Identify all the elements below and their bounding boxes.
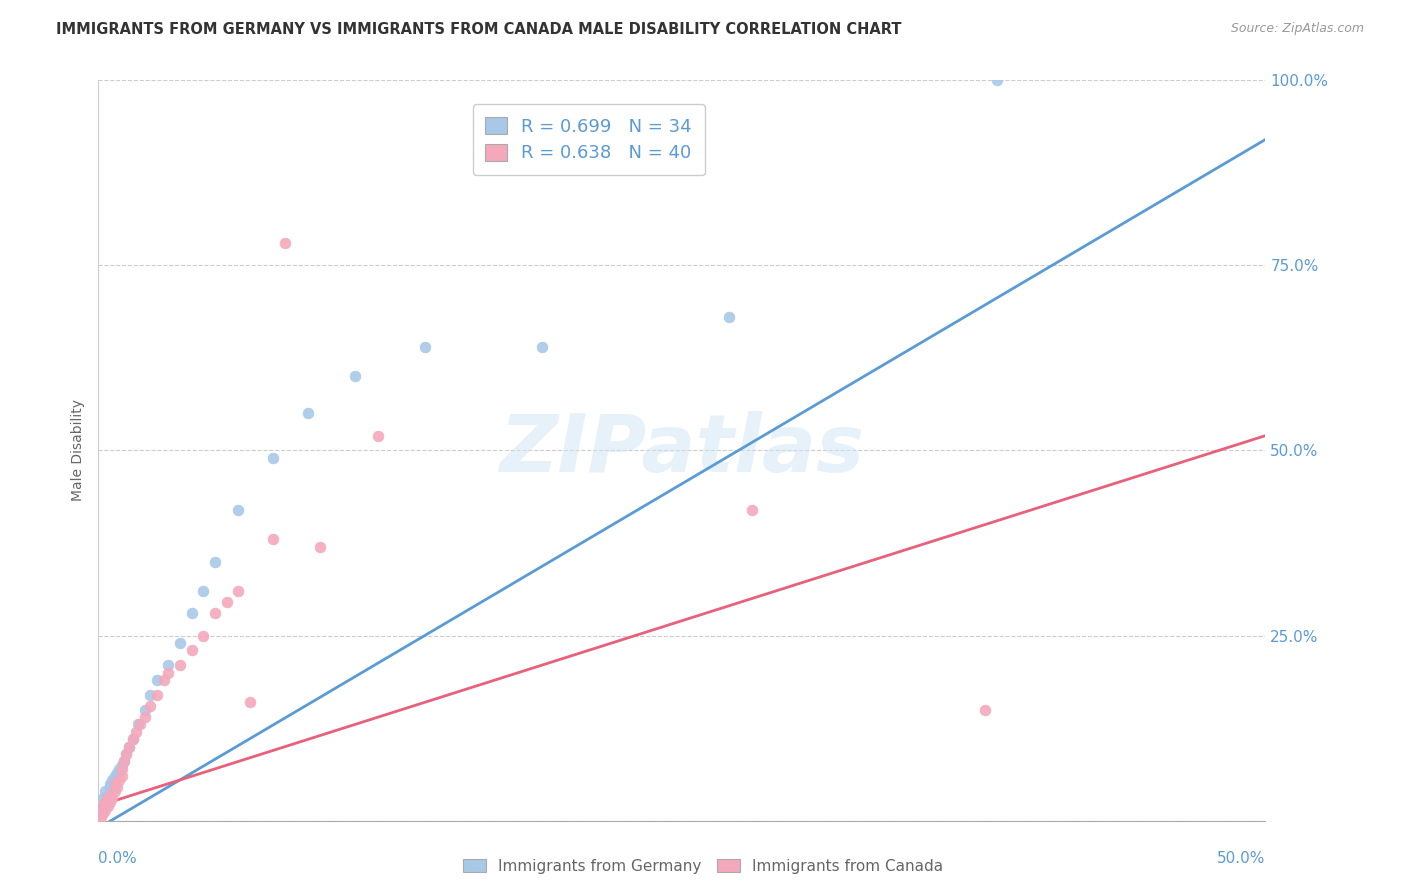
- Point: [125, 724, 148, 739]
- Point: [98, 795, 121, 809]
- Point: [169, 658, 191, 673]
- Point: [91, 798, 114, 813]
- Text: 50.0%: 50.0%: [1218, 851, 1265, 866]
- Point: [115, 747, 138, 761]
- Text: ZIPatlas: ZIPatlas: [499, 411, 865, 490]
- Point: [97, 788, 120, 802]
- Point: [91, 806, 114, 821]
- Point: [146, 673, 169, 687]
- Point: [169, 636, 191, 650]
- Point: [91, 791, 114, 805]
- Point: [98, 780, 121, 795]
- Point: [104, 776, 127, 791]
- Point: [180, 607, 202, 621]
- Point: [111, 758, 134, 772]
- Point: [215, 595, 238, 609]
- Point: [204, 555, 226, 569]
- Point: [193, 628, 215, 642]
- Point: [118, 739, 141, 754]
- Point: [127, 717, 149, 731]
- Legend: Immigrants from Germany, Immigrants from Canada: Immigrants from Germany, Immigrants from…: [457, 853, 949, 880]
- Point: [344, 369, 367, 384]
- Point: [94, 795, 117, 809]
- Point: [104, 784, 127, 798]
- Point: [204, 607, 226, 621]
- Point: [367, 428, 389, 442]
- Point: [97, 798, 120, 813]
- Y-axis label: Male Disability: Male Disability: [72, 400, 86, 501]
- Point: [112, 755, 135, 769]
- Point: [139, 688, 162, 702]
- Point: [297, 407, 319, 421]
- Point: [94, 784, 117, 798]
- Point: [122, 732, 145, 747]
- Point: [193, 584, 215, 599]
- Point: [239, 695, 262, 709]
- Point: [180, 643, 202, 657]
- Point: [94, 803, 117, 817]
- Point: [108, 772, 131, 787]
- Point: [111, 762, 134, 776]
- Point: [152, 673, 174, 687]
- Point: [262, 450, 284, 465]
- Point: [105, 765, 128, 780]
- Point: [118, 739, 141, 754]
- Point: [94, 795, 117, 809]
- Point: [111, 769, 134, 783]
- Point: [98, 788, 121, 802]
- Point: [717, 310, 740, 325]
- Point: [101, 772, 124, 787]
- Point: [90, 806, 112, 821]
- Point: [139, 698, 162, 713]
- Point: [97, 791, 120, 805]
- Point: [129, 717, 152, 731]
- Point: [90, 810, 112, 824]
- Text: Source: ZipAtlas.com: Source: ZipAtlas.com: [1230, 22, 1364, 36]
- Point: [974, 703, 997, 717]
- Point: [134, 703, 156, 717]
- Point: [986, 73, 1008, 87]
- Point: [274, 236, 297, 251]
- Point: [228, 502, 250, 516]
- Point: [228, 584, 250, 599]
- Point: [157, 665, 180, 680]
- Point: [122, 732, 145, 747]
- Point: [98, 776, 121, 791]
- Point: [115, 747, 138, 761]
- Point: [112, 755, 135, 769]
- Point: [146, 688, 169, 702]
- Point: [413, 340, 436, 354]
- Point: [530, 340, 553, 354]
- Point: [157, 658, 180, 673]
- Point: [108, 762, 131, 776]
- Point: [105, 780, 128, 795]
- Point: [741, 502, 763, 516]
- Point: [262, 533, 284, 547]
- Legend: R = 0.699   N = 34, R = 0.638   N = 40: R = 0.699 N = 34, R = 0.638 N = 40: [472, 104, 704, 175]
- Point: [309, 540, 332, 554]
- Point: [91, 798, 114, 813]
- Text: 0.0%: 0.0%: [98, 851, 138, 866]
- Text: IMMIGRANTS FROM GERMANY VS IMMIGRANTS FROM CANADA MALE DISABILITY CORRELATION CH: IMMIGRANTS FROM GERMANY VS IMMIGRANTS FR…: [56, 22, 901, 37]
- Point: [104, 769, 127, 783]
- Point: [101, 791, 124, 805]
- Point: [134, 710, 156, 724]
